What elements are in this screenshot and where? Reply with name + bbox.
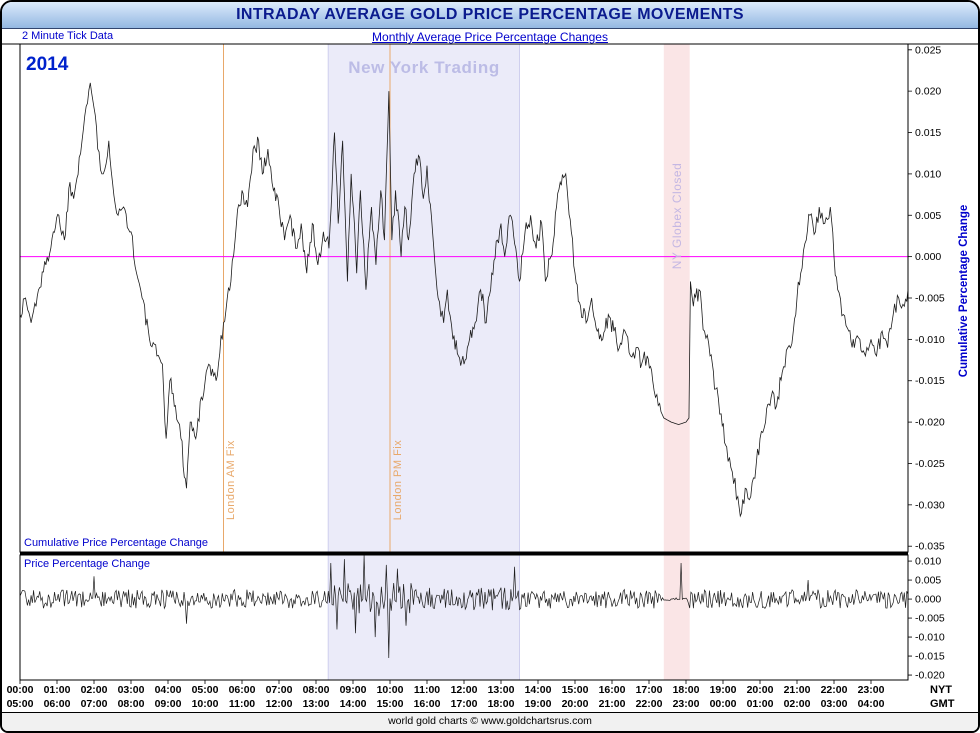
- london-pm-fix-label: London PM Fix: [392, 439, 404, 521]
- svg-text:18:00: 18:00: [673, 684, 700, 696]
- svg-text:06:00: 06:00: [229, 684, 256, 696]
- svg-text:00:00: 00:00: [710, 698, 737, 710]
- svg-text:01:00: 01:00: [44, 684, 71, 696]
- svg-text:04:00: 04:00: [155, 684, 182, 696]
- svg-text:02:00: 02:00: [784, 698, 811, 710]
- svg-text:15:00: 15:00: [377, 698, 404, 710]
- svg-text:18:00: 18:00: [488, 698, 515, 710]
- tick-data-label: 2 Minute Tick Data: [22, 30, 114, 42]
- svg-text:17:00: 17:00: [636, 684, 663, 696]
- svg-text:07:00: 07:00: [266, 684, 293, 696]
- right-axis-title: Cumulative Percentage Change: [958, 204, 970, 378]
- svg-text:23:00: 23:00: [858, 684, 885, 696]
- subheader: 2 Minute Tick Data Monthly Average Price…: [2, 29, 978, 45]
- subtitle-label: Monthly Average Price Percentage Changes: [372, 30, 608, 44]
- svg-text:-0.015: -0.015: [915, 651, 945, 663]
- svg-text:20:00: 20:00: [747, 684, 774, 696]
- svg-text:-0.005: -0.005: [915, 293, 945, 305]
- svg-text:21:00: 21:00: [784, 684, 811, 696]
- price-panel-label: Price Percentage Change: [24, 558, 150, 570]
- svg-text:09:00: 09:00: [340, 684, 367, 696]
- svg-text:12:00: 12:00: [451, 684, 478, 696]
- svg-text:13:00: 13:00: [488, 684, 515, 696]
- svg-text:14:00: 14:00: [340, 698, 367, 710]
- svg-text:13:00: 13:00: [303, 698, 330, 710]
- svg-text:19:00: 19:00: [525, 698, 552, 710]
- svg-text:0.005: 0.005: [915, 210, 941, 222]
- svg-text:07:00: 07:00: [81, 698, 108, 710]
- svg-text:22:00: 22:00: [636, 698, 663, 710]
- svg-text:17:00: 17:00: [451, 698, 478, 710]
- svg-text:05:00: 05:00: [192, 684, 219, 696]
- footer-credit: world gold charts © www.goldchartsrus.co…: [2, 712, 978, 731]
- svg-text:-0.020: -0.020: [915, 670, 945, 682]
- page-title: INTRADAY AVERAGE GOLD PRICE PERCENTAGE M…: [2, 2, 978, 29]
- svg-text:-0.020: -0.020: [915, 417, 945, 429]
- svg-text:03:00: 03:00: [821, 698, 848, 710]
- svg-text:20:00: 20:00: [562, 698, 589, 710]
- svg-text:22:00: 22:00: [821, 684, 848, 696]
- svg-text:GMT: GMT: [930, 698, 955, 710]
- svg-text:0.005: 0.005: [915, 575, 941, 587]
- svg-text:0.000: 0.000: [915, 594, 941, 606]
- svg-text:NYT: NYT: [930, 684, 952, 696]
- svg-text:-0.005: -0.005: [915, 613, 945, 625]
- svg-text:-0.010: -0.010: [915, 334, 945, 346]
- svg-text:21:00: 21:00: [599, 698, 626, 710]
- svg-text:10:00: 10:00: [377, 684, 404, 696]
- svg-text:0.015: 0.015: [915, 127, 941, 139]
- svg-text:0.010: 0.010: [915, 168, 941, 180]
- svg-text:05:00: 05:00: [7, 698, 34, 710]
- svg-text:06:00: 06:00: [44, 698, 71, 710]
- ny-trading-label: New York Trading: [348, 58, 500, 77]
- svg-text:0.025: 0.025: [915, 44, 941, 56]
- svg-text:04:00: 04:00: [858, 698, 885, 710]
- svg-text:10:00: 10:00: [192, 698, 219, 710]
- svg-text:-0.035: -0.035: [915, 541, 945, 553]
- svg-text:16:00: 16:00: [599, 684, 626, 696]
- svg-text:00:00: 00:00: [7, 684, 34, 696]
- svg-text:03:00: 03:00: [118, 684, 145, 696]
- svg-text:11:00: 11:00: [229, 698, 255, 710]
- svg-text:11:00: 11:00: [414, 684, 440, 696]
- svg-text:12:00: 12:00: [266, 698, 293, 710]
- svg-text:16:00: 16:00: [414, 698, 441, 710]
- svg-text:-0.025: -0.025: [915, 458, 945, 470]
- svg-text:09:00: 09:00: [155, 698, 182, 710]
- svg-text:02:00: 02:00: [81, 684, 108, 696]
- svg-text:19:00: 19:00: [710, 684, 737, 696]
- cumulative-panel-label: Cumulative Price Percentage Change: [24, 537, 209, 549]
- svg-text:15:00: 15:00: [562, 684, 589, 696]
- ny-globex-closed-label: NY Globex Closed: [670, 162, 684, 270]
- svg-text:01:00: 01:00: [747, 698, 774, 710]
- svg-text:0.020: 0.020: [915, 86, 941, 98]
- svg-text:-0.030: -0.030: [915, 499, 945, 511]
- svg-text:08:00: 08:00: [118, 698, 145, 710]
- svg-text:-0.015: -0.015: [915, 375, 945, 387]
- svg-text:23:00: 23:00: [673, 698, 700, 710]
- svg-text:0.010: 0.010: [915, 556, 941, 568]
- london-am-fix-label: London AM Fix: [225, 440, 237, 520]
- svg-text:08:00: 08:00: [303, 684, 330, 696]
- year-label: 2014: [26, 54, 69, 75]
- svg-text:-0.010: -0.010: [915, 632, 945, 644]
- svg-text:0.000: 0.000: [915, 251, 941, 263]
- svg-text:14:00: 14:00: [525, 684, 552, 696]
